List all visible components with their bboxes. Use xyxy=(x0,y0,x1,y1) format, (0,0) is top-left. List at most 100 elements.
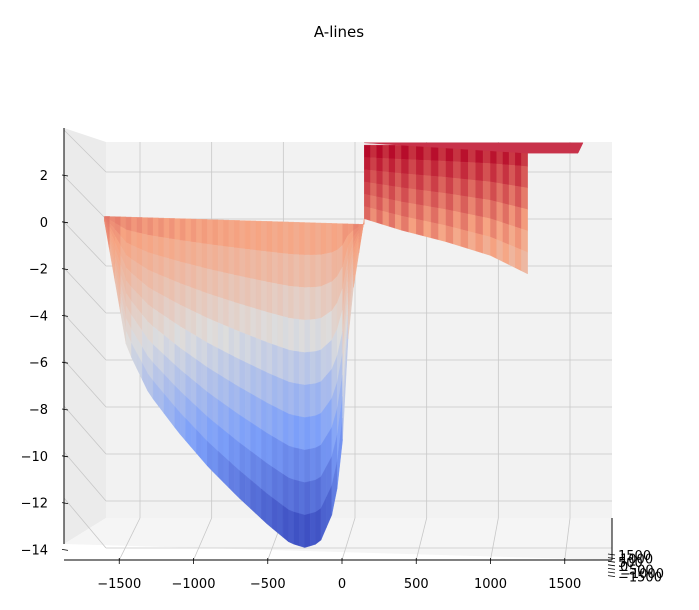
surface-patch xyxy=(326,281,332,315)
surface-patch xyxy=(190,287,197,314)
surface-patch xyxy=(304,254,311,288)
surface-patch xyxy=(158,236,165,258)
surface-patch xyxy=(174,260,181,284)
surface-patch xyxy=(460,161,469,180)
surface-patch xyxy=(266,372,273,406)
surface-patch xyxy=(239,442,246,476)
surface-patch xyxy=(299,448,305,483)
surface-patch xyxy=(169,298,175,324)
surface-patch xyxy=(223,219,230,248)
surface-patch xyxy=(408,202,417,220)
grid-line-left xyxy=(63,405,107,455)
surface-patch xyxy=(142,217,148,236)
z-tick-label: −10 xyxy=(21,450,48,465)
surface-patch xyxy=(250,220,257,251)
surface-patch xyxy=(147,269,154,291)
surface-patch xyxy=(475,162,484,182)
surface-patch xyxy=(136,217,143,234)
surface-patch xyxy=(401,201,410,218)
surface-patch xyxy=(244,418,251,452)
surface-patch xyxy=(508,204,516,228)
surface-patch xyxy=(370,195,377,210)
surface-patch xyxy=(521,207,528,232)
grid-line-left xyxy=(63,175,107,220)
surface-patch xyxy=(376,170,384,186)
surface-patch xyxy=(217,348,224,378)
surface-patch xyxy=(288,413,295,448)
surface-patch xyxy=(277,376,284,412)
surface-patch xyxy=(277,501,284,538)
surface-patch xyxy=(179,283,186,308)
surface-patch xyxy=(201,219,208,245)
surface-patch xyxy=(376,209,384,225)
surface-patch xyxy=(376,157,384,172)
grid-line-left xyxy=(63,313,107,361)
surface-patch xyxy=(326,310,332,346)
z-tick-label: −4 xyxy=(29,309,48,324)
surface-patch xyxy=(475,197,484,218)
surface-patch xyxy=(288,285,295,319)
surface-patch xyxy=(376,196,384,212)
surface-patch xyxy=(502,183,510,206)
surface-patch xyxy=(266,281,273,314)
surface-patch xyxy=(370,157,377,172)
z-tick-mark xyxy=(61,455,69,458)
surface-patch xyxy=(299,351,305,386)
surface-patch xyxy=(196,219,203,244)
z-tick-label: −2 xyxy=(29,263,48,278)
surface-patch xyxy=(201,267,208,294)
surface-patch xyxy=(255,454,262,490)
surface-patch xyxy=(223,350,230,382)
surface-patch xyxy=(185,285,192,311)
surface-patch xyxy=(223,324,230,355)
surface-patch xyxy=(261,399,268,434)
surface-patch xyxy=(185,329,192,357)
surface-patch xyxy=(201,291,208,319)
surface-patch xyxy=(282,473,289,511)
surface-patch xyxy=(496,220,504,243)
surface-patch xyxy=(326,252,332,285)
z-tick-label: −6 xyxy=(29,356,48,371)
surface-patch xyxy=(174,218,181,241)
surface-patch xyxy=(482,180,491,201)
surface-patch xyxy=(320,314,327,351)
surface-patch xyxy=(288,253,295,287)
surface-patch xyxy=(217,271,224,299)
surface-patch xyxy=(299,416,305,451)
surface-patch xyxy=(282,410,289,447)
surface-patch xyxy=(508,184,516,207)
surface-patch xyxy=(244,305,251,337)
surface-patch xyxy=(309,319,316,353)
surface-patch xyxy=(255,308,262,341)
surface-patch xyxy=(255,220,262,252)
surface-patch xyxy=(212,395,219,426)
y-tick-mark xyxy=(607,564,616,567)
surface-patch xyxy=(282,347,289,383)
surface-patch xyxy=(299,513,305,548)
grid-line-left xyxy=(63,221,107,267)
x-tick-label: 1000 xyxy=(474,577,507,592)
surface-patch xyxy=(382,144,390,159)
surface-patch xyxy=(395,214,402,231)
surface-patch xyxy=(388,144,396,160)
surface-patch xyxy=(482,234,491,256)
surface-patch xyxy=(423,205,432,223)
surface-patch xyxy=(502,241,510,266)
surface-patch xyxy=(250,421,257,456)
surface-patch xyxy=(239,275,246,306)
surface-patch xyxy=(179,304,186,331)
surface-patch xyxy=(490,236,497,259)
surface-patch xyxy=(266,402,273,437)
surface-patch xyxy=(304,416,311,451)
surface-patch xyxy=(239,359,246,391)
surface-patch xyxy=(255,367,262,401)
surface-patch xyxy=(131,217,138,233)
surface-patch xyxy=(261,221,268,252)
surface-patch xyxy=(293,318,300,352)
surface-patch xyxy=(217,245,224,273)
axes xyxy=(63,128,613,561)
surface-patch xyxy=(250,479,257,515)
surface-patch xyxy=(179,261,186,286)
surface-patch xyxy=(315,381,322,417)
surface-patch xyxy=(174,301,181,327)
